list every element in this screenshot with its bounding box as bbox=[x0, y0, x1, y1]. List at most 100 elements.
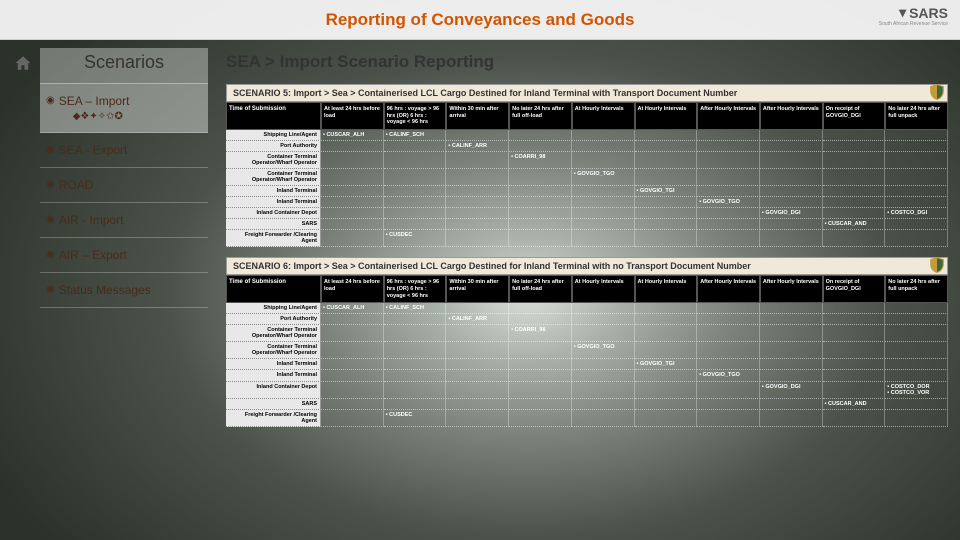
table-cell bbox=[446, 410, 509, 427]
sidebar-item-1[interactable]: ◉SEA - Export bbox=[40, 133, 208, 168]
table-cell bbox=[572, 219, 635, 230]
table-cell bbox=[384, 152, 447, 169]
sidebar-item-4[interactable]: ◉AIR – Export bbox=[40, 238, 208, 273]
table-cell: • GOVGIO_DGI bbox=[760, 382, 823, 399]
table-cell bbox=[823, 325, 886, 342]
table-cell bbox=[760, 230, 823, 247]
sidebar-item-0[interactable]: ◉SEA – Import◆❖✦✧✩✪ bbox=[40, 84, 208, 133]
row-label: Inland Terminal bbox=[226, 370, 321, 381]
bullet-icon: ◉ bbox=[46, 95, 55, 106]
col-header: No later 24 hrs after full off-load bbox=[509, 275, 572, 303]
table-cell bbox=[321, 342, 384, 359]
table-cell bbox=[635, 197, 698, 208]
table-cell bbox=[384, 169, 447, 186]
sidebar-item-5[interactable]: ◉Status Messages bbox=[40, 273, 208, 308]
table-cell: • CALINF_ARR bbox=[446, 314, 509, 325]
col-header: At least 24 hrs before load bbox=[321, 275, 384, 303]
table-cell bbox=[384, 399, 447, 410]
table-cell bbox=[446, 325, 509, 342]
table-cell bbox=[823, 314, 886, 325]
table-cell bbox=[697, 303, 760, 314]
table-cell bbox=[760, 152, 823, 169]
scenario-block: SCENARIO 5: Import > Sea > Containerised… bbox=[226, 84, 948, 247]
page-title: Reporting of Conveyances and Goods bbox=[0, 10, 960, 30]
table-cell bbox=[823, 410, 886, 427]
table-cell bbox=[321, 410, 384, 427]
table-cell bbox=[885, 169, 948, 186]
scenario-block: SCENARIO 6: Import > Sea > Containerised… bbox=[226, 257, 948, 426]
col-header: No later 24 hrs after full off-load bbox=[509, 102, 572, 130]
table-cell bbox=[885, 130, 948, 141]
sidebar-item-3[interactable]: ◉AIR - Import bbox=[40, 203, 208, 238]
table-cell bbox=[321, 141, 384, 152]
col-header: At Hourly Intervals bbox=[635, 102, 698, 130]
col-header: Time of Submission bbox=[226, 275, 321, 303]
table-cell bbox=[760, 410, 823, 427]
table-cell bbox=[321, 230, 384, 247]
table-cell bbox=[697, 359, 760, 370]
table-cell bbox=[697, 152, 760, 169]
table-cell bbox=[697, 382, 760, 399]
table-cell bbox=[509, 342, 572, 359]
table-cell bbox=[446, 208, 509, 219]
col-header: After Hourly Intervals bbox=[697, 275, 760, 303]
row-label: SARS bbox=[226, 399, 321, 410]
sidebar-item-2[interactable]: ◉ROAD bbox=[40, 168, 208, 203]
table-cell bbox=[760, 169, 823, 186]
table-cell bbox=[885, 370, 948, 381]
table-cell bbox=[760, 303, 823, 314]
table-cell bbox=[885, 152, 948, 169]
table-cell bbox=[635, 130, 698, 141]
table-cell bbox=[697, 219, 760, 230]
table-cell bbox=[885, 399, 948, 410]
table-cell bbox=[760, 325, 823, 342]
col-header: No later 24 hrs after full unpack bbox=[885, 102, 948, 130]
table-cell: • CUSDEC bbox=[384, 410, 447, 427]
row-label: Shipping Line/Agent bbox=[226, 130, 321, 141]
table-cell: • CALINF_ARR bbox=[446, 141, 509, 152]
table-cell bbox=[635, 314, 698, 325]
row-label: Freight Forwarder /Clearing Agent bbox=[226, 410, 321, 427]
row-label: Inland Container Depot bbox=[226, 208, 321, 219]
table-cell bbox=[384, 370, 447, 381]
col-header: 96 hrs : voyage > 96 hrs (OR) 6 hrs : vo… bbox=[384, 275, 447, 303]
table-cell bbox=[697, 169, 760, 186]
row-label: Inland Terminal bbox=[226, 186, 321, 197]
table-cell bbox=[760, 342, 823, 359]
row-label: Port Authority bbox=[226, 141, 321, 152]
scenario-title: SCENARIO 6: Import > Sea > Containerised… bbox=[226, 257, 948, 275]
table-cell: • GOVGIO_TGO bbox=[572, 342, 635, 359]
table-cell bbox=[572, 208, 635, 219]
col-header: Within 30 min after arrival bbox=[446, 102, 509, 130]
scenario-title: SCENARIO 5: Import > Sea > Containerised… bbox=[226, 84, 948, 102]
bullet-icon: ◉ bbox=[46, 249, 55, 260]
table-cell bbox=[572, 186, 635, 197]
table-cell bbox=[509, 314, 572, 325]
table-cell bbox=[572, 370, 635, 381]
table-cell bbox=[572, 303, 635, 314]
table-cell: • CUSDEC bbox=[384, 230, 447, 247]
table-cell bbox=[823, 169, 886, 186]
table-cell bbox=[760, 130, 823, 141]
col-header: 96 hrs : voyage > 96 hrs (OR) 6 hrs : vo… bbox=[384, 102, 447, 130]
table-cell bbox=[384, 314, 447, 325]
table-cell bbox=[572, 359, 635, 370]
table-cell bbox=[635, 303, 698, 314]
table-cell bbox=[760, 399, 823, 410]
table-cell bbox=[697, 342, 760, 359]
table-cell bbox=[509, 359, 572, 370]
table-cell bbox=[384, 208, 447, 219]
table-cell bbox=[509, 303, 572, 314]
table-cell: • COARRI_98 bbox=[509, 325, 572, 342]
row-label: SARS bbox=[226, 219, 321, 230]
table-cell bbox=[321, 370, 384, 381]
table-cell bbox=[635, 169, 698, 186]
table-cell bbox=[635, 399, 698, 410]
table-cell bbox=[823, 130, 886, 141]
table-cell bbox=[635, 325, 698, 342]
table-cell bbox=[321, 382, 384, 399]
table-cell: • GOVGIO_TGO bbox=[572, 169, 635, 186]
home-icon[interactable] bbox=[14, 54, 32, 72]
table-cell bbox=[384, 382, 447, 399]
table-cell: • GOVGIO_TGI bbox=[635, 186, 698, 197]
